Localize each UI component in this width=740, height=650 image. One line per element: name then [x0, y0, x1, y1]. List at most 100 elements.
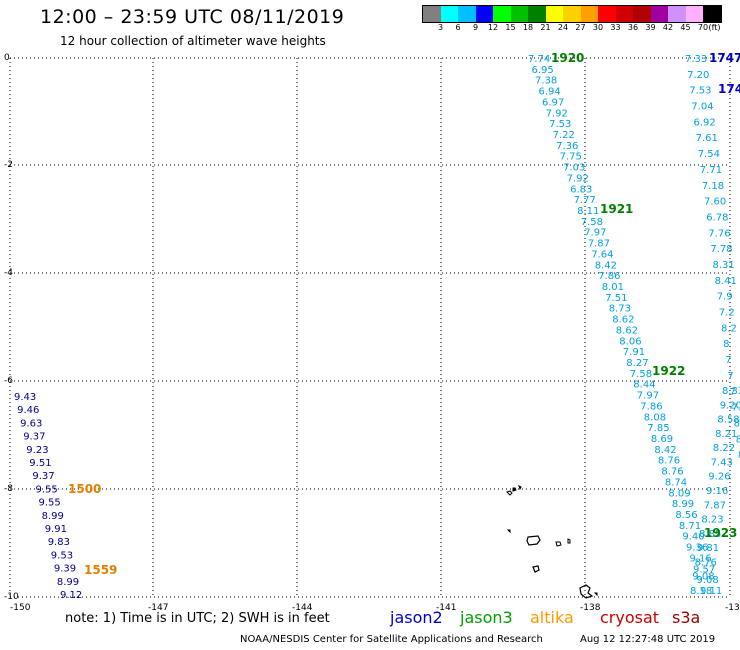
wave-height-value: 9.37 — [32, 471, 54, 482]
wave-height-value: 9.57 — [693, 564, 715, 575]
map-title: 12:00 – 23:59 UTC 08/11/2019 — [40, 6, 345, 28]
colorbar-swatch — [493, 6, 511, 22]
satellite-legend-cryosat: cryosat — [600, 608, 660, 627]
wave-height-value: 7.20 — [687, 70, 709, 81]
track-time-label: 1559 — [84, 563, 117, 577]
wave-height-value: 9.39 — [54, 564, 76, 575]
wave-height-value: 8.71 — [679, 521, 701, 532]
wave-height-value: 7.64 — [591, 249, 613, 260]
wave-height-value: 7.54 — [698, 149, 720, 160]
wave-height-value: 8.62 — [616, 325, 638, 336]
wave-height-value: 9.20 — [720, 400, 740, 411]
wave-height-value: 6.92 — [694, 117, 716, 128]
longitude-tick-label: -138 — [580, 603, 601, 613]
wave-height-value: 7.87 — [704, 500, 726, 511]
wave-height-value: 7.86 — [598, 271, 620, 282]
colorbar-swatch — [633, 6, 651, 22]
wave-height-value: 8.58 — [717, 415, 739, 426]
satellite-legend-jason3: jason3 — [460, 608, 513, 627]
colorbar-swatch — [423, 6, 441, 22]
colorbar-swatch — [545, 6, 563, 22]
satellite-legend-s3a: s3a — [672, 608, 701, 627]
wave-height-value: 7.9 — [717, 292, 733, 303]
map-subtitle: 12 hour collection of altimeter wave hei… — [60, 34, 326, 48]
footer-timestamp: Aug 12 12:27:48 UTC 2019 — [580, 634, 716, 645]
colorbar-label: 24 — [557, 23, 569, 32]
longitude-tick-label: -144 — [292, 603, 313, 613]
wave-height-value: 9.83 — [48, 537, 70, 548]
track-1500: 9.43 9.46 9.63 9.37 9.23 9.51 9.37 9.55 9.55 8.99… — [14, 392, 117, 601]
colorbar-swatch — [475, 6, 493, 22]
wave-height-value: 9.53 — [51, 550, 73, 561]
wave-height-value: 8.22 — [713, 443, 735, 454]
wave-height-value: 8.08 — [644, 412, 666, 423]
wave-height-value: 7 — [725, 355, 731, 366]
wave-height-value: 7.04 — [691, 102, 713, 113]
wave-height-value: 8.18 — [690, 586, 712, 597]
track-time-label: 1922 — [652, 364, 685, 378]
wave-height-value: 9.51 — [29, 458, 51, 469]
wave-height-value: 7.22 — [553, 130, 575, 141]
wave-height-value: 7.97 — [637, 391, 659, 402]
wave-height-value: 7.53 — [689, 86, 711, 97]
wave-height-value: 7.61 — [696, 133, 718, 144]
longitude-tick-label: -135 — [725, 603, 740, 613]
colorbar-label: 6 — [455, 23, 461, 32]
track-time-label: 1923 — [704, 526, 737, 540]
wave-height-value: 8.42 — [595, 260, 617, 271]
island-shape — [593, 592, 598, 597]
colorbar-swatch — [510, 6, 528, 22]
wave-height-value: 8.09 — [668, 488, 690, 499]
wave-height-value: 9.63 — [20, 418, 42, 429]
wave-height-value: 9.26 — [708, 472, 730, 483]
island-outlines — [506, 485, 598, 599]
wave-height-value: 8.41 — [715, 276, 737, 287]
axis-tick-labels: -150 -147 -144 -141 -138 -135 0 -2 -4 -6 -8 -10 — [4, 53, 740, 613]
footer-credit: NOAA/NESDIS Center for Satellite Applica… — [240, 634, 543, 645]
latitude-tick-label: -10 — [4, 592, 19, 602]
wave-height-value: 8.99 — [672, 499, 694, 510]
wave-height-value: 8.06 — [619, 336, 641, 347]
colorbar-label: 27 — [575, 23, 586, 32]
wave-height-value: 6.83 — [570, 184, 592, 195]
wave-height-value: 7.85 — [647, 423, 669, 434]
wave-height-value: 9.23 — [26, 445, 48, 456]
island-shape — [567, 538, 571, 544]
colorbar-swatch — [615, 6, 633, 22]
wave-height-value: 9.55 — [39, 498, 61, 509]
wave-height-value: 8.76 — [661, 467, 683, 478]
colorbar-swatch — [440, 6, 458, 22]
wave-height-value: 9.16 — [706, 486, 728, 497]
track-1920: 7.746.957.386.946.977.927.537.227.367.75… — [528, 51, 722, 597]
wave-height-value: 9.37 — [23, 432, 45, 443]
wave-height-value: 7.77 — [574, 195, 596, 206]
wave-height-value: 8.56 — [675, 510, 697, 521]
latitude-tick-label: 0 — [4, 53, 10, 63]
wave-height-value: 7.58 — [581, 217, 603, 228]
colorbar-label: 9 — [472, 23, 479, 32]
colorbar-label: 39 — [645, 23, 656, 32]
wave-height-value: 9.81 — [697, 543, 719, 554]
wave-height-value: 8.31 — [713, 260, 735, 271]
track-1923: 8.33 9.20 8.58 8.21 8.22 7.43 9.26 9.16 7.87 8.23… — [690, 386, 740, 597]
colorbar-label: 33 — [610, 23, 621, 32]
longitude-tick-label: -150 — [10, 603, 31, 613]
wave-height-value: 8.42 — [654, 445, 676, 456]
colorbar-label: 45 — [680, 23, 691, 32]
wave-height-value: 8.62 — [612, 315, 634, 326]
longitude-tick-label: -147 — [148, 603, 168, 613]
wave-height-value: 7.71 — [700, 165, 722, 176]
longitude-tick-label: -141 — [436, 603, 456, 613]
wave-height-value: 9.11 — [700, 586, 722, 597]
wave-height-value: 8.44 — [633, 380, 655, 391]
latitude-tick-label: -6 — [4, 376, 13, 386]
wave-height-value: 7.75 — [560, 152, 582, 163]
island-shape — [512, 487, 517, 492]
wave-height-value: 7.78 — [710, 244, 732, 255]
colorbar-label: 18 — [522, 23, 534, 32]
island-shape — [526, 535, 541, 546]
wave-height-value: 9.12 — [60, 590, 82, 601]
colorbar-swatch — [703, 6, 721, 22]
satellite-legend-jason2: jason2 — [390, 608, 443, 627]
wave-height-value: 8.69 — [651, 434, 673, 445]
